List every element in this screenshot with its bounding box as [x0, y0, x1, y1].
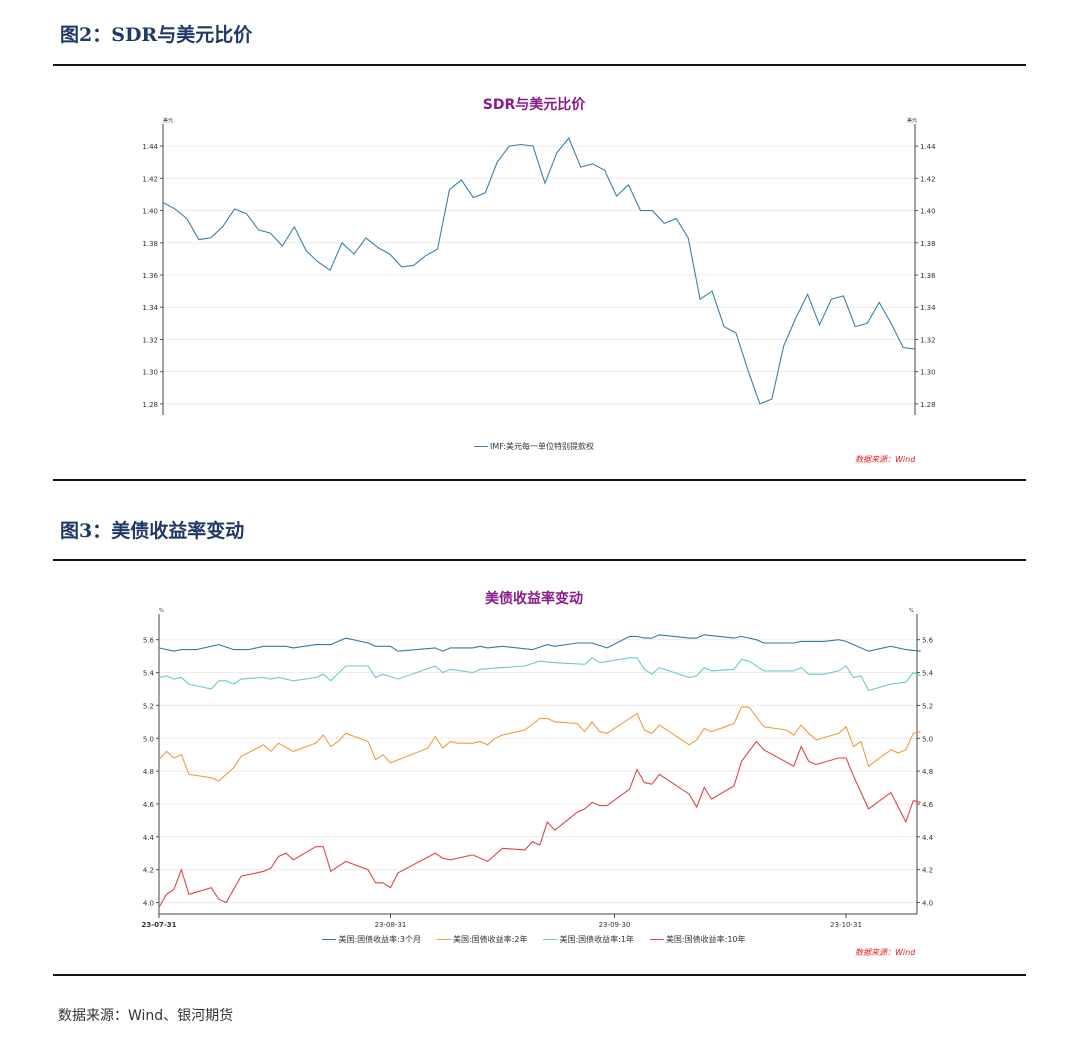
- y-tick-label: 1.44: [142, 143, 158, 151]
- chart2-source: 数据来源：Wind: [855, 948, 916, 957]
- chart2-title: 美债收益率变动: [485, 591, 583, 607]
- chart1-title: SDR与美元比价: [482, 97, 586, 113]
- y-tick-label-right: 1.28: [920, 401, 936, 409]
- y-tick-label: 5.2: [143, 702, 154, 710]
- legend-swatch: [649, 939, 664, 940]
- y-tick-label-right: 1.38: [920, 240, 936, 248]
- y-tick-label: 1.38: [142, 240, 158, 248]
- legend-label: IMF:美元每一单位特别提款权: [490, 442, 594, 451]
- y-tick-label: 1.34: [142, 304, 158, 312]
- treasury-yield-chart: 4.0 4.0 4.2 4.2 4.4 4.4 4.6 4.6 4.8 4.8 5.0 5.0 5.2 5…: [141, 608, 934, 929]
- legend-item: 美国:国债收益率:1年: [543, 934, 634, 945]
- legend-item: 美国:国债收益率:2年: [436, 934, 528, 945]
- divider: [53, 64, 1026, 66]
- y-tick-label-right: 5.6: [922, 637, 934, 645]
- y-axis-label-right: %: [909, 608, 914, 614]
- y-tick-label-right: 1.40: [920, 208, 936, 216]
- series-line: [158, 634, 921, 652]
- y-tick-label-right: 1.44: [920, 143, 936, 151]
- y-tick-label: 4.6: [143, 801, 155, 809]
- y-axis-label: %: [159, 608, 164, 614]
- divider: [53, 479, 1026, 481]
- y-tick-label: 5.0: [143, 735, 154, 743]
- figure2-heading: 图2：SDR与美元比价: [60, 24, 253, 46]
- legend-item: IMF:美元每一单位特别提款权: [474, 441, 594, 452]
- y-tick-label-right: 4.2: [922, 867, 933, 875]
- y-tick-label-right: 5.0: [922, 735, 933, 743]
- legend-item: 美国:国债收益率:3个月: [322, 934, 421, 945]
- legend-swatch: [322, 939, 337, 940]
- legend-label: 美国:国债收益率:2年: [452, 935, 528, 944]
- y-tick-label-right: 4.0: [922, 900, 933, 908]
- y-tick-label: 1.32: [142, 336, 158, 344]
- legend-swatch: [474, 446, 489, 447]
- y-tick-label-right: 1.34: [920, 304, 936, 312]
- y-tick-label: 5.6: [143, 637, 155, 645]
- y-tick-label-right: 5.2: [922, 702, 933, 710]
- legend-swatch: [436, 939, 451, 940]
- y-tick-label: 4.4: [143, 834, 155, 842]
- y-tick-label-right: 1.36: [920, 272, 936, 280]
- series-line: [158, 740, 921, 908]
- legend-label: 美国:国债收益率:10年: [665, 935, 746, 944]
- footer-source: 数据来源：Wind、银河期货: [58, 1008, 234, 1024]
- y-tick-label: 4.2: [143, 867, 154, 875]
- x-tick-label: 23-10-31: [830, 921, 862, 929]
- y-tick-label: 1.40: [142, 208, 158, 216]
- y-tick-label: 1.42: [142, 175, 158, 183]
- y-tick-label: 5.4: [143, 670, 155, 678]
- x-tick-label: 23-07-31: [141, 921, 176, 929]
- chart1-legend: IMF:美元每一单位特别提款权: [0, 440, 1068, 452]
- legend-label: 美国:国债收益率:1年: [559, 935, 634, 944]
- y-axis-label-right: 美元: [907, 117, 917, 124]
- legend-item: 美国:国债收益率:10年: [649, 934, 746, 945]
- y-tick-label: 1.30: [142, 369, 158, 377]
- chart1-source: 数据来源：Wind: [855, 455, 916, 464]
- x-tick-label: 23-09-30: [599, 921, 631, 929]
- y-tick-label-right: 4.6: [922, 801, 934, 809]
- sdr-usd-chart: 1.28 1.28 1.30 1.30 1.32 1.32 1.34 1.34 1.36 1.36…: [142, 117, 936, 415]
- figure3-heading: 图3：美债收益率变动: [60, 520, 245, 542]
- y-tick-label-right: 4.8: [922, 768, 933, 776]
- y-axis-label: 美元: [163, 117, 173, 124]
- y-tick-label-right: 1.42: [920, 175, 936, 183]
- y-tick-label-right: 4.4: [922, 834, 934, 842]
- y-tick-label-right: 1.32: [920, 336, 936, 344]
- y-tick-label: 4.0: [143, 900, 154, 908]
- y-tick-label: 4.8: [143, 768, 154, 776]
- chart2-legend: 美国:国债收益率:3个月 美国:国债收益率:2年 美国:国债收益率:1年 美国:国债收…: [0, 933, 1068, 945]
- divider: [53, 974, 1026, 976]
- legend-label: 美国:国债收益率:3个月: [338, 935, 421, 944]
- divider: [53, 559, 1026, 561]
- legend-swatch: [543, 939, 558, 940]
- y-tick-label: 1.28: [142, 401, 158, 409]
- x-tick-label: 23-08-31: [375, 921, 407, 929]
- y-tick-label-right: 5.4: [922, 670, 934, 678]
- series-line: [158, 706, 921, 782]
- y-tick-label-right: 1.30: [920, 369, 936, 377]
- series-line: [162, 137, 916, 405]
- y-tick-label: 1.36: [142, 272, 158, 280]
- series-line: [158, 657, 921, 692]
